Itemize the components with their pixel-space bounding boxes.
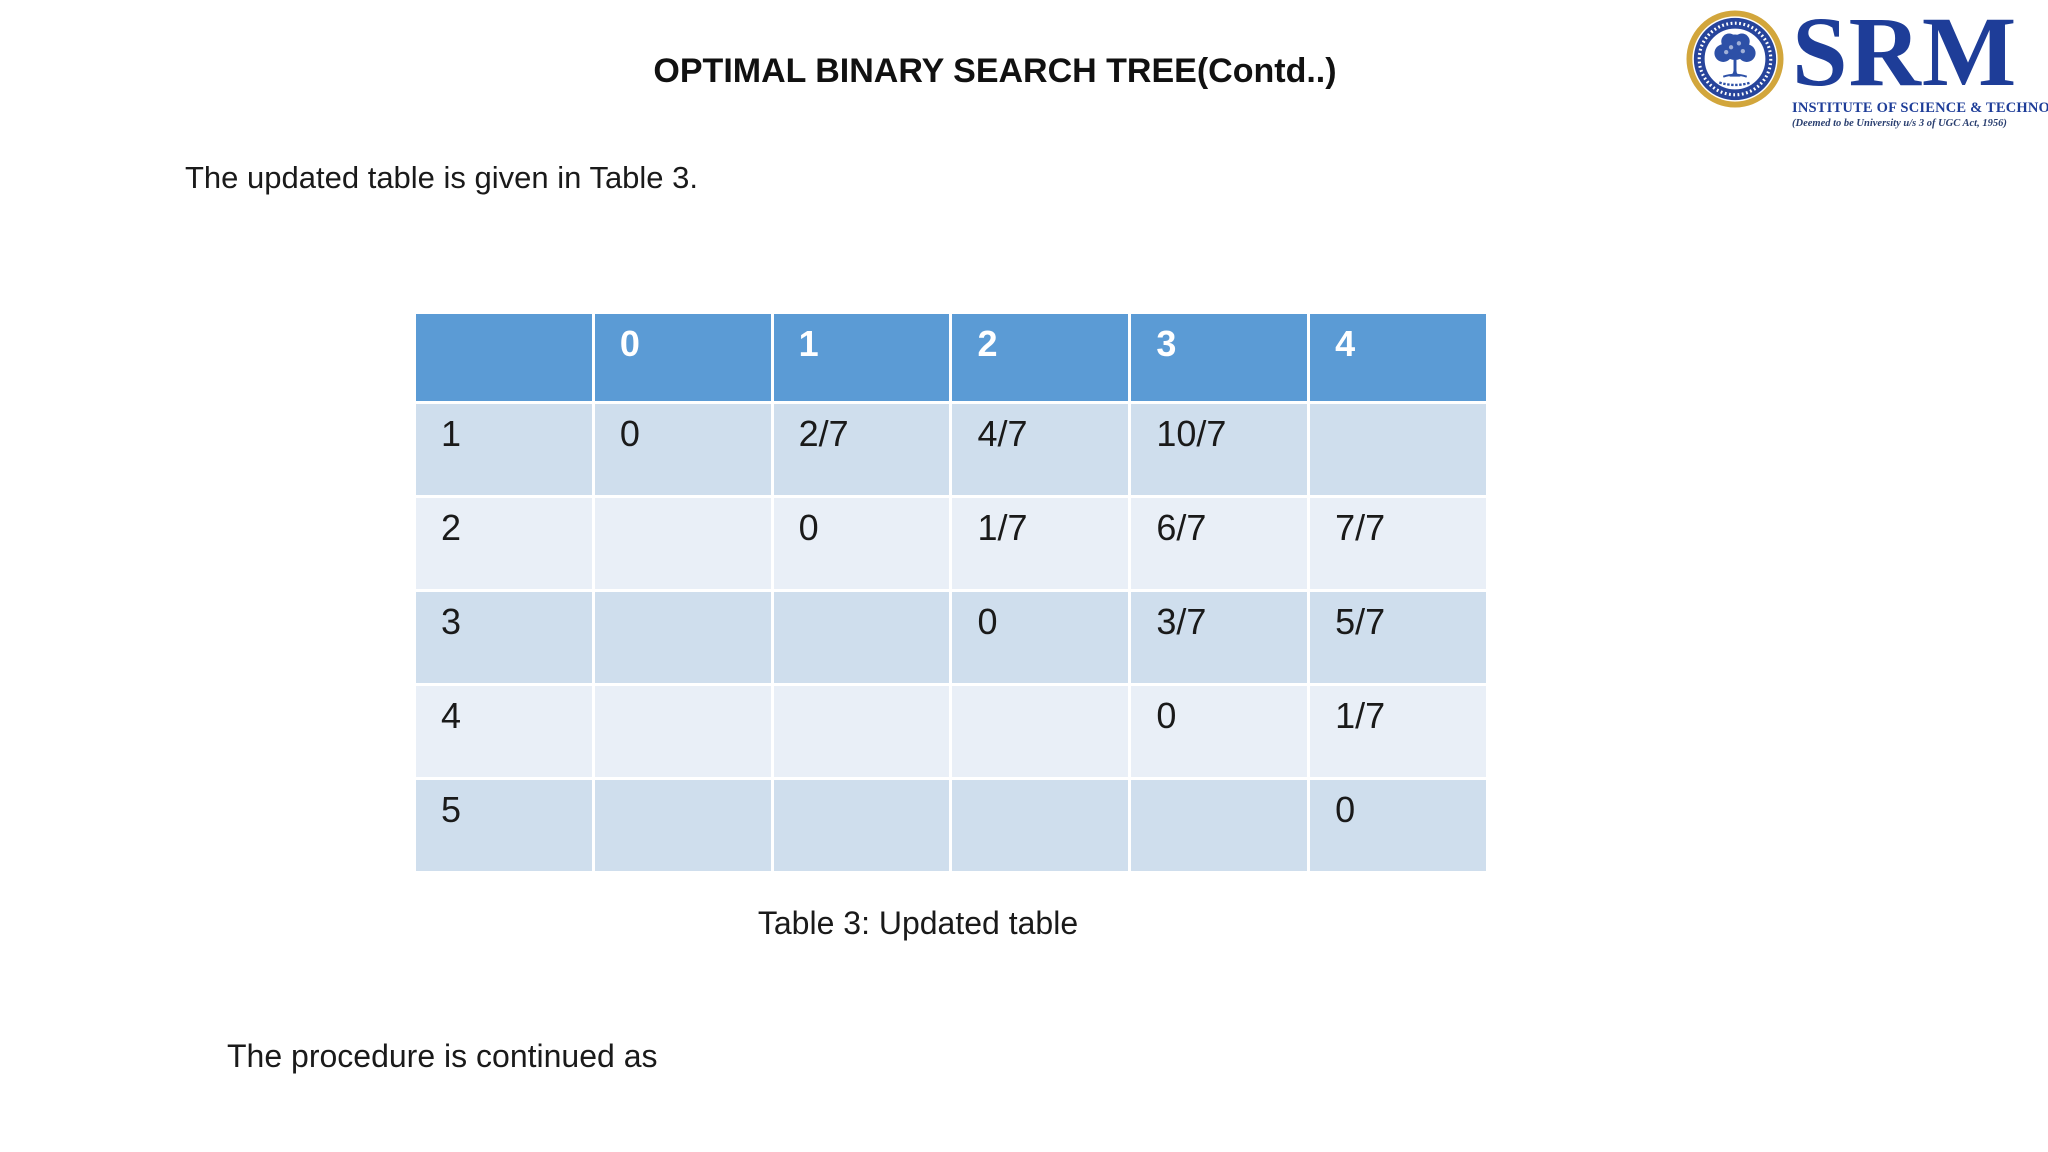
table-cell: 0 bbox=[1307, 777, 1489, 874]
table-cell: 0 bbox=[591, 401, 774, 498]
logo-institute-name: INSTITUTE OF SCIENCE & TECHNOLOGY bbox=[1792, 100, 2048, 116]
table-cell: 0 bbox=[949, 589, 1132, 686]
srm-logo: SRM INSTITUTE OF SCIENCE & TECHNOLOGY (D… bbox=[1686, 2, 2048, 130]
table-header-row: 0 1 2 3 4 bbox=[413, 311, 1489, 404]
table-row-2: 2 0 1/7 6/7 7/7 bbox=[413, 495, 1489, 592]
table-cell: 0 bbox=[770, 495, 953, 592]
table-row-label: 5 bbox=[413, 777, 595, 874]
table-cell bbox=[591, 683, 774, 780]
cost-table: 0 1 2 3 4 1 0 2/7 4/7 10/7 2 0 1/7 6/7 bbox=[413, 311, 1489, 874]
table-cell bbox=[949, 683, 1132, 780]
table-cell: 1/7 bbox=[949, 495, 1132, 592]
table-row-label: 1 bbox=[413, 401, 595, 498]
table-cell: 7/7 bbox=[1307, 495, 1489, 592]
table-cell: 4/7 bbox=[949, 401, 1132, 498]
table-cell: 2/7 bbox=[770, 401, 953, 498]
table-row-4: 4 0 1/7 bbox=[413, 683, 1489, 780]
table-cell: 6/7 bbox=[1128, 495, 1311, 592]
table-cell bbox=[770, 683, 953, 780]
table-cell: 10/7 bbox=[1128, 401, 1311, 498]
table-cell bbox=[591, 777, 774, 874]
table-cell: 0 bbox=[1128, 683, 1311, 780]
table-cell bbox=[949, 777, 1132, 874]
table-row-label: 2 bbox=[413, 495, 595, 592]
srm-seal-icon bbox=[1686, 10, 1784, 113]
table-cell bbox=[1307, 401, 1489, 498]
table-header-cell-2: 2 bbox=[949, 311, 1132, 404]
table-row-label: 3 bbox=[413, 589, 595, 686]
table-cell bbox=[1128, 777, 1311, 874]
table-row-label: 4 bbox=[413, 683, 595, 780]
table-row-1: 1 0 2/7 4/7 10/7 bbox=[413, 401, 1489, 498]
cost-table-body: 1 0 2/7 4/7 10/7 2 0 1/7 6/7 7/7 3 0 3/7 bbox=[413, 401, 1489, 874]
logo-tagline: (Deemed to be University u/s 3 of UGC Ac… bbox=[1792, 118, 2007, 129]
logo-text-block: SRM INSTITUTE OF SCIENCE & TECHNOLOGY (D… bbox=[1792, 2, 2048, 130]
table-cell bbox=[770, 777, 953, 874]
table-header-cell-1: 1 bbox=[770, 311, 953, 404]
logo-acronym: SRM bbox=[1792, 0, 2018, 107]
table-cell bbox=[770, 589, 953, 686]
cost-table-header: 0 1 2 3 4 bbox=[413, 311, 1489, 404]
table-cell: 1/7 bbox=[1307, 683, 1489, 780]
intro-text: The updated table is given in Table 3. bbox=[185, 160, 699, 195]
table-header-cell-blank bbox=[413, 311, 595, 404]
continuation-text: The procedure is continued as bbox=[227, 1038, 658, 1074]
table-row-3: 3 0 3/7 5/7 bbox=[413, 589, 1489, 686]
slide-title: OPTIMAL BINARY SEARCH TREE(Contd..) bbox=[653, 52, 1337, 90]
table-header-cell-0: 0 bbox=[591, 311, 774, 404]
table-cell bbox=[591, 495, 774, 592]
table-caption: Table 3: Updated table bbox=[757, 905, 1079, 941]
table-cell: 5/7 bbox=[1307, 589, 1489, 686]
table-row-5: 5 0 bbox=[413, 777, 1489, 874]
table-cell bbox=[591, 589, 774, 686]
table-header-cell-4: 4 bbox=[1307, 311, 1489, 404]
table-header-cell-3: 3 bbox=[1128, 311, 1311, 404]
table-cell: 3/7 bbox=[1128, 589, 1311, 686]
